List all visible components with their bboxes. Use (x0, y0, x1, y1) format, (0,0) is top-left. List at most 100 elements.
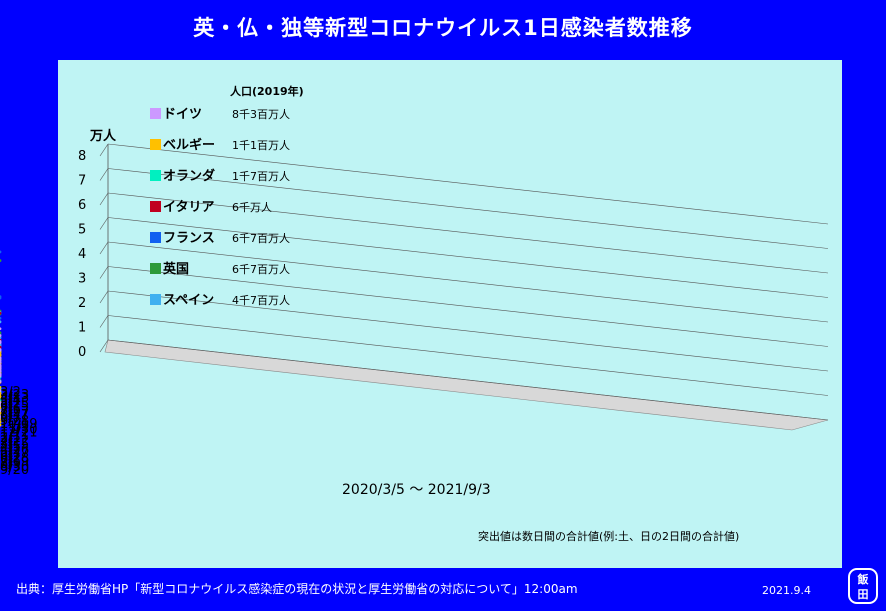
data-point (0, 365, 2, 369)
data-point (0, 404, 2, 407)
y-tick-label: 7 (78, 174, 86, 189)
gridline (107, 339, 829, 421)
data-point (0, 386, 2, 389)
date-range-label: 2020/3/5 〜 2021/9/3 (342, 482, 491, 498)
data-point (0, 349, 2, 352)
x-tick-label: 3/2 (0, 385, 21, 400)
data-point (0, 250, 2, 254)
gridline-side (99, 290, 109, 304)
data-point (0, 380, 2, 383)
gridline-side (99, 315, 109, 328)
gridline-side (99, 339, 109, 353)
legend-label: イタリア (163, 200, 214, 215)
gridline-side (99, 241, 109, 255)
legend-label: ベルギー (163, 137, 215, 153)
gridline (107, 192, 829, 274)
legend-population: 1千1百万人 (232, 139, 290, 152)
x-tick-label: 4/26 (0, 443, 29, 458)
x-tick-label: 9/7 (0, 411, 21, 426)
data-point (0, 420, 2, 424)
gridline (107, 217, 829, 298)
data-point (0, 316, 2, 320)
data-point (0, 392, 2, 396)
legend-label: 英国 (162, 261, 189, 277)
data-point (0, 367, 2, 371)
data-point (0, 295, 2, 299)
gridline (107, 315, 829, 396)
x-tick-label: 9/20 (0, 463, 29, 478)
legend-population: 8千3百万人 (232, 108, 290, 121)
legend-swatch (150, 139, 161, 150)
x-tick-label: 11/30 (0, 423, 37, 438)
y-tick-label: 1 (78, 321, 86, 336)
source-footer: 出典：厚生労働省HP「新型コロナウイルス感染症の現在の状況と厚生労働省の対応につ… (16, 582, 578, 596)
data-point (0, 370, 2, 373)
data-point (0, 259, 2, 262)
y-tick-label: 8 (78, 149, 86, 164)
x-tick-label: 8/30 (0, 460, 29, 475)
legend-population: 6千7百万人 (232, 232, 290, 245)
data-point (0, 409, 2, 413)
data-point (0, 395, 2, 399)
legend-population: 4千7百万人 (232, 294, 290, 307)
x-tick-label: 4/13 (0, 391, 29, 406)
data-point (0, 327, 2, 331)
data-point (0, 334, 2, 338)
data-point (0, 401, 2, 405)
gridline-side (99, 143, 109, 157)
chart-panel (58, 60, 842, 568)
chart-series (0, 250, 2, 427)
legend-swatch (150, 294, 161, 305)
x-tick-label: 5/17 (0, 446, 29, 461)
chart-floor-plane (104, 339, 829, 431)
x-tick-label: 7/6 (0, 402, 21, 417)
y-tick-label: 3 (78, 272, 86, 287)
y-tick-label: 6 (78, 198, 86, 213)
legend-population: 6千7百万人 (232, 263, 290, 276)
y-tick-label: 4 (78, 247, 86, 262)
legend-title: 人口(2019年) (230, 84, 304, 98)
x-tick-label: 8/17 (0, 408, 29, 423)
x-tick-label: 2/1 (0, 431, 21, 446)
gridline-side (99, 266, 109, 279)
x-tick-label: 6/7 (0, 449, 21, 464)
legend-population: 1千7百万人 (232, 170, 290, 183)
legend-label: オランダ (163, 168, 215, 184)
legend-swatch (150, 232, 161, 243)
x-tick-label: 12/21 (0, 425, 37, 440)
chart-gridlines (99, 143, 829, 421)
publish-date: 2021.9.4 (762, 584, 811, 597)
data-point (0, 352, 2, 356)
data-point (0, 406, 2, 410)
x-tick-label: 10/19 (0, 417, 37, 432)
gridline (107, 290, 829, 372)
x-tick-label: 6/28 (0, 451, 29, 466)
data-point (0, 359, 2, 363)
y-tick-label: 5 (78, 223, 86, 238)
x-tick-label: 4/5 (0, 440, 21, 455)
legend-swatch (150, 170, 161, 181)
data-point (0, 331, 2, 335)
chart-floor (104, 339, 829, 431)
y-tick-label: 0 (78, 345, 86, 360)
data-point (0, 320, 2, 324)
gridline (107, 143, 829, 225)
y-axis-label: 万人 (89, 128, 117, 144)
y-tick-label: 2 (78, 296, 86, 311)
x-tick-label: 9/28 (0, 414, 29, 429)
legend-swatch (150, 263, 161, 274)
x-tick-label: 11/9 (0, 420, 29, 435)
x-tick-label: 1/11 (0, 428, 29, 443)
data-point (0, 373, 2, 376)
legend-population: 6千万人 (232, 201, 272, 214)
x-tick-label: 2/22 (0, 434, 29, 449)
data-point (0, 415, 2, 419)
gridline-side (99, 168, 109, 181)
x-tick-labels: 3/23/234/135/45/256/157/67/278/179/79/28… (0, 385, 37, 478)
data-point (0, 389, 2, 393)
x-tick-label: 3/15 (0, 437, 29, 452)
chart-note: 突出値は数日間の合計値(例:土、日の2日間の合計値) (478, 529, 739, 543)
y-tick-labels: 0 1 2 3 4 5 6 7 8 (78, 149, 86, 360)
data-point (0, 423, 2, 427)
